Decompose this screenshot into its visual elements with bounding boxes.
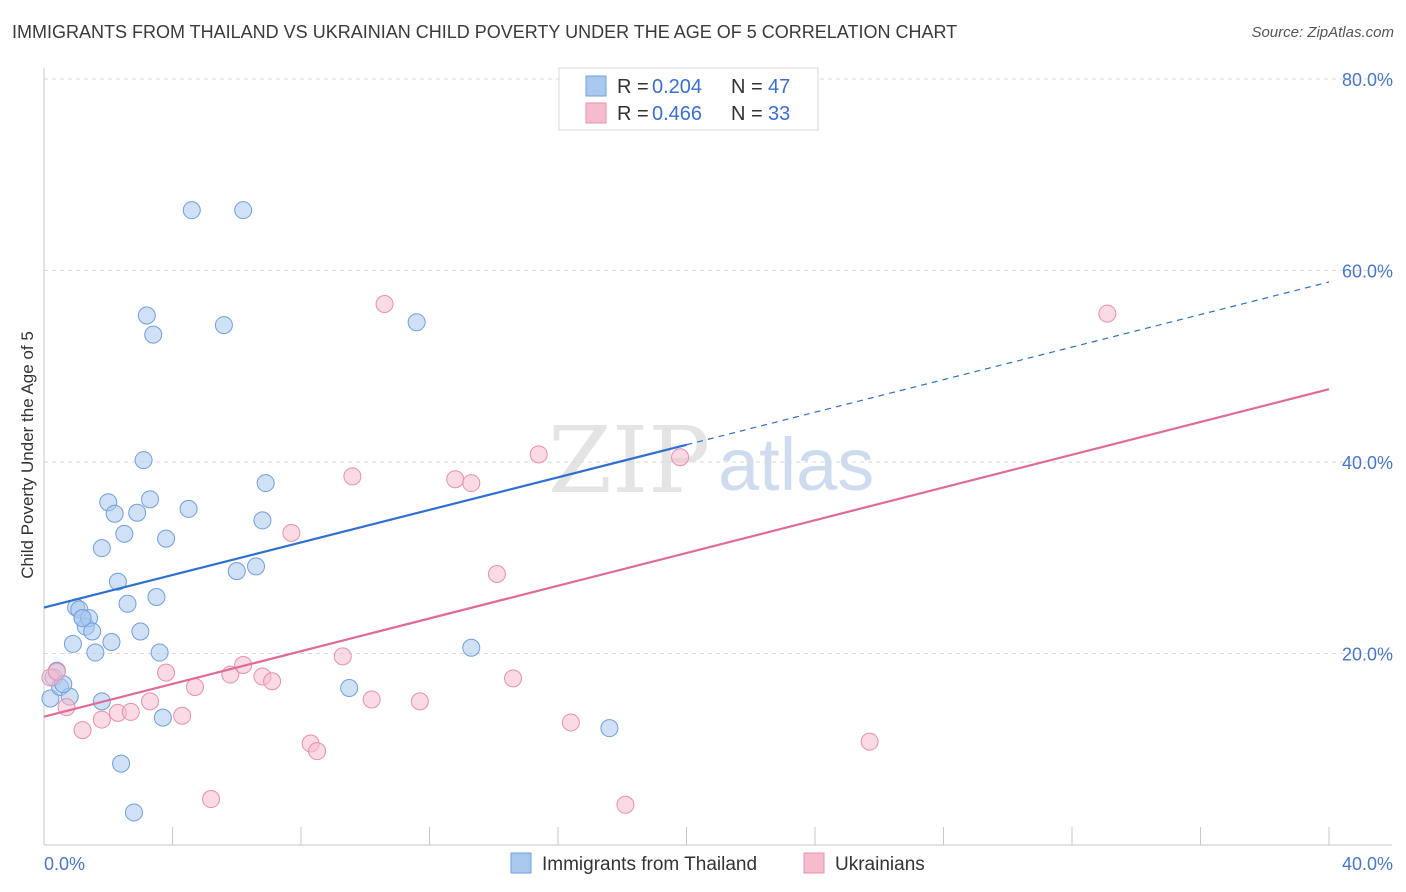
axes — [43, 68, 1392, 846]
point-ukrainians-11 — [202, 790, 221, 809]
legend-r-value-1: 0.204 — [652, 76, 702, 98]
point-ukrainians-3 — [73, 721, 92, 740]
point-thailand-45 — [73, 609, 92, 628]
point-thailand-17 — [105, 504, 124, 523]
legend-swatch-ukrainians — [585, 102, 607, 124]
point-thailand-11 — [83, 622, 102, 641]
gridlines — [44, 78, 1392, 654]
legend-r-value-2: 0.466 — [652, 103, 702, 125]
y-tick-label-2: 60.0% — [1342, 262, 1393, 282]
stats-legend: R = 0.204 N = 47 R = 0.466 N = 33 — [558, 67, 819, 131]
bottom-legend-label-ukrainians: Ukrainians — [835, 854, 925, 875]
legend-n-label-1: N = — [731, 76, 763, 98]
x-tick-marks — [172, 827, 1330, 845]
series-legend: Immigrants from Thailand Ukrainians — [510, 852, 925, 875]
trend-line-thailand — [43, 443, 687, 609]
trend-lines — [43, 281, 1330, 718]
point-thailand-32 — [179, 499, 198, 518]
legend-swatch-thailand — [585, 75, 607, 97]
y-tick-labels: 20.0% 40.0% 60.0% 80.0% — [1342, 70, 1393, 665]
chart-title: IMMIGRANTS FROM THAILAND VS UKRAINIAN CH… — [12, 22, 958, 42]
point-ukrainians-25 — [462, 474, 481, 493]
point-thailand-30 — [153, 708, 172, 727]
point-thailand-35 — [227, 562, 246, 581]
point-thailand-44 — [124, 803, 143, 822]
point-ukrainians-10 — [185, 678, 204, 697]
point-thailand-28 — [147, 588, 166, 607]
point-ukrainians-26 — [487, 565, 506, 584]
chart-source: Source: ZipAtlas.com — [1251, 24, 1394, 41]
watermark-atlas: atlas — [718, 423, 874, 506]
point-thailand-26 — [141, 490, 160, 509]
point-thailand-36 — [234, 201, 253, 220]
x-tick-label-0: 0.0% — [44, 854, 85, 874]
point-ukrainians-18 — [308, 742, 327, 761]
point-ukrainians-8 — [157, 663, 176, 682]
point-ukrainians-7 — [141, 692, 160, 711]
point-thailand-34 — [214, 316, 233, 335]
point-thailand-20 — [115, 524, 134, 543]
point-thailand-5 — [63, 634, 82, 653]
point-thailand-25 — [137, 306, 156, 325]
point-thailand-40 — [340, 678, 359, 697]
point-thailand-38 — [253, 511, 272, 530]
point-ukrainians-30 — [616, 795, 635, 814]
y-axis-label: Child Poverty Under the Age of 5 — [18, 331, 37, 579]
legend-r-label-2: R = — [617, 103, 649, 125]
trend-line-extension-thailand — [686, 281, 1330, 446]
legend-n-value-2: 33 — [768, 103, 790, 125]
point-thailand-19 — [112, 754, 131, 773]
point-ukrainians-19 — [333, 647, 352, 666]
bottom-legend-swatch-thailand — [510, 852, 532, 874]
bottom-legend-label-thailand: Immigrants from Thailand — [542, 854, 757, 875]
point-ukrainians-28 — [529, 445, 548, 464]
point-thailand-14 — [92, 539, 111, 558]
point-ukrainians-6 — [121, 702, 140, 721]
bottom-legend-swatch-ukrainians — [803, 852, 825, 874]
point-ukrainians-4 — [92, 710, 111, 729]
data-points — [41, 201, 1117, 822]
point-ukrainians-23 — [410, 692, 429, 711]
point-ukrainians-16 — [282, 523, 301, 542]
x-tick-label-1: 40.0% — [1342, 854, 1393, 874]
point-ukrainians-21 — [362, 690, 381, 709]
point-ukrainians-29 — [561, 713, 580, 732]
point-thailand-18 — [108, 572, 127, 591]
point-ukrainians-32 — [860, 732, 879, 751]
point-thailand-23 — [131, 622, 150, 641]
point-thailand-31 — [157, 529, 176, 548]
point-ukrainians-33 — [1098, 304, 1117, 323]
point-ukrainians-27 — [504, 669, 523, 688]
point-thailand-41 — [407, 313, 426, 332]
point-thailand-22 — [128, 503, 147, 522]
point-thailand-24 — [134, 451, 153, 470]
point-thailand-16 — [102, 633, 121, 652]
point-ukrainians-20 — [343, 467, 362, 486]
x-tick-labels: 0.0% 40.0% — [44, 854, 1393, 874]
point-thailand-37 — [247, 557, 266, 576]
point-ukrainians-24 — [446, 470, 465, 489]
point-thailand-33 — [182, 201, 201, 220]
point-thailand-29 — [150, 643, 169, 662]
point-thailand-12 — [86, 643, 105, 662]
point-ukrainians-22 — [375, 295, 394, 314]
point-ukrainians-9 — [173, 706, 192, 725]
point-thailand-43 — [600, 719, 619, 738]
legend-r-label-1: R = — [617, 76, 649, 98]
trend-line-ukrainians — [43, 388, 1330, 718]
y-tick-label-1: 40.0% — [1342, 453, 1393, 473]
legend-n-label-2: N = — [731, 103, 763, 125]
y-tick-label-0: 20.0% — [1342, 645, 1393, 665]
y-tick-label-3: 80.0% — [1342, 70, 1393, 90]
point-thailand-0 — [41, 689, 60, 708]
point-thailand-21 — [118, 594, 137, 613]
point-thailand-39 — [256, 474, 275, 493]
point-thailand-27 — [144, 325, 163, 344]
point-ukrainians-15 — [263, 672, 282, 691]
point-ukrainians-31 — [671, 448, 690, 467]
point-ukrainians-1 — [47, 662, 66, 681]
legend-n-value-1: 47 — [768, 76, 790, 98]
point-thailand-42 — [462, 638, 481, 657]
